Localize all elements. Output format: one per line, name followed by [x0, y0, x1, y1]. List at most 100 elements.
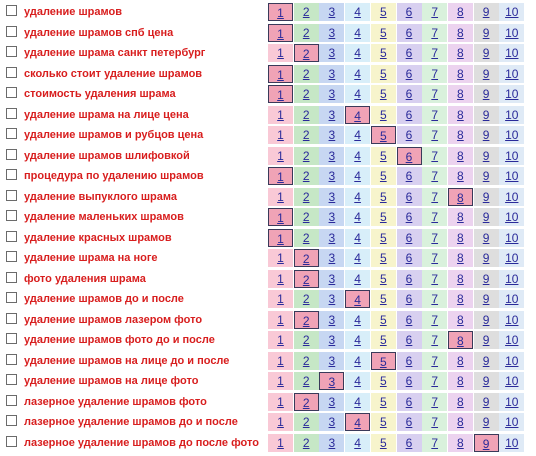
- position-link-4[interactable]: 4: [345, 3, 371, 21]
- position-link-1[interactable]: 1: [268, 85, 293, 103]
- position-link-7[interactable]: 7: [422, 208, 448, 226]
- keyword-checkbox[interactable]: [6, 333, 17, 344]
- position-link-7[interactable]: 7: [422, 187, 448, 206]
- position-link-9[interactable]: 9: [473, 228, 499, 247]
- position-link-3[interactable]: 3: [319, 249, 345, 267]
- position-link-4[interactable]: 4: [345, 310, 371, 329]
- keyword-checkbox[interactable]: [6, 230, 17, 242]
- position-link-7[interactable]: 7: [422, 44, 448, 62]
- position-link-1[interactable]: 1: [268, 249, 293, 267]
- position-link-3[interactable]: 3: [319, 331, 345, 349]
- position-link-9[interactable]: 9: [473, 208, 499, 226]
- position-link-1[interactable]: 1: [268, 433, 293, 452]
- position-link-9[interactable]: 9: [473, 433, 499, 452]
- position-link-6[interactable]: 6: [396, 167, 422, 185]
- position-link-2[interactable]: 2: [293, 290, 319, 308]
- position-link-4[interactable]: 4: [345, 290, 371, 308]
- position-link-10[interactable]: 10: [499, 372, 525, 390]
- position-link-2[interactable]: 2: [293, 44, 319, 62]
- position-link-1[interactable]: 1: [268, 208, 293, 226]
- position-link-4[interactable]: 4: [345, 208, 371, 226]
- position-link-7[interactable]: 7: [422, 290, 448, 308]
- keyword-checkbox[interactable]: [6, 394, 17, 406]
- position-link-4[interactable]: 4: [345, 44, 371, 62]
- position-link-3[interactable]: 3: [319, 208, 345, 226]
- position-link-1[interactable]: 1: [268, 269, 293, 288]
- position-link-5[interactable]: 5: [370, 290, 396, 308]
- position-link-5[interactable]: 5: [370, 187, 396, 206]
- position-link-3[interactable]: 3: [319, 3, 345, 21]
- position-link-10[interactable]: 10: [499, 44, 525, 62]
- position-link-4[interactable]: 4: [345, 23, 371, 42]
- position-link-8[interactable]: 8: [447, 23, 473, 42]
- position-link-5[interactable]: 5: [370, 249, 396, 267]
- position-link-5[interactable]: 5: [370, 85, 396, 103]
- keyword-checkbox[interactable]: [6, 107, 17, 119]
- position-link-2[interactable]: 2: [293, 187, 319, 206]
- position-link-10[interactable]: 10: [499, 146, 525, 165]
- position-link-1[interactable]: 1: [268, 310, 293, 329]
- position-link-2[interactable]: 2: [293, 3, 319, 21]
- position-link-3[interactable]: 3: [319, 187, 345, 206]
- position-link-1[interactable]: 1: [268, 167, 293, 185]
- position-link-1[interactable]: 1: [268, 105, 293, 124]
- position-link-8[interactable]: 8: [447, 187, 473, 206]
- keyword-checkbox[interactable]: [6, 5, 17, 16]
- position-link-8[interactable]: 8: [447, 413, 473, 431]
- position-link-8[interactable]: 8: [447, 167, 473, 185]
- position-link-4[interactable]: 4: [345, 433, 371, 452]
- position-link-5[interactable]: 5: [370, 351, 396, 370]
- position-link-3[interactable]: 3: [319, 126, 345, 144]
- keyword-checkbox[interactable]: [6, 292, 17, 303]
- position-link-2[interactable]: 2: [293, 392, 319, 411]
- position-link-2[interactable]: 2: [293, 310, 319, 329]
- position-link-8[interactable]: 8: [447, 269, 473, 288]
- position-link-4[interactable]: 4: [345, 146, 371, 165]
- position-link-6[interactable]: 6: [396, 351, 422, 370]
- position-link-7[interactable]: 7: [422, 23, 448, 42]
- position-link-9[interactable]: 9: [473, 187, 499, 206]
- position-link-1[interactable]: 1: [268, 3, 293, 21]
- position-link-10[interactable]: 10: [499, 126, 525, 144]
- position-link-4[interactable]: 4: [345, 228, 371, 247]
- position-link-8[interactable]: 8: [447, 372, 473, 390]
- position-link-5[interactable]: 5: [370, 228, 396, 247]
- position-link-10[interactable]: 10: [499, 208, 525, 226]
- keyword-checkbox[interactable]: [6, 87, 17, 98]
- position-link-7[interactable]: 7: [422, 331, 448, 349]
- position-link-9[interactable]: 9: [473, 310, 499, 329]
- position-link-6[interactable]: 6: [396, 126, 422, 144]
- position-link-4[interactable]: 4: [345, 392, 371, 411]
- position-link-2[interactable]: 2: [293, 64, 319, 83]
- position-link-2[interactable]: 2: [293, 23, 319, 42]
- keyword-checkbox[interactable]: [6, 415, 17, 426]
- position-link-4[interactable]: 4: [345, 413, 371, 431]
- position-link-8[interactable]: 8: [447, 146, 473, 165]
- position-link-2[interactable]: 2: [293, 249, 319, 267]
- position-link-4[interactable]: 4: [345, 167, 371, 185]
- position-link-10[interactable]: 10: [499, 392, 525, 411]
- position-link-6[interactable]: 6: [396, 85, 422, 103]
- position-link-9[interactable]: 9: [473, 392, 499, 411]
- position-link-10[interactable]: 10: [499, 331, 525, 349]
- position-link-3[interactable]: 3: [319, 310, 345, 329]
- position-link-10[interactable]: 10: [499, 167, 525, 185]
- position-link-9[interactable]: 9: [473, 331, 499, 349]
- position-link-3[interactable]: 3: [319, 146, 345, 165]
- keyword-checkbox[interactable]: [6, 169, 17, 180]
- position-link-4[interactable]: 4: [345, 64, 371, 83]
- position-link-10[interactable]: 10: [499, 85, 525, 103]
- position-link-10[interactable]: 10: [499, 413, 525, 431]
- position-link-1[interactable]: 1: [268, 146, 293, 165]
- position-link-6[interactable]: 6: [396, 228, 422, 247]
- position-link-8[interactable]: 8: [447, 228, 473, 247]
- position-link-8[interactable]: 8: [447, 105, 473, 124]
- position-link-1[interactable]: 1: [268, 392, 293, 411]
- position-link-5[interactable]: 5: [370, 105, 396, 124]
- position-link-9[interactable]: 9: [473, 290, 499, 308]
- position-link-5[interactable]: 5: [370, 126, 396, 144]
- position-link-7[interactable]: 7: [422, 64, 448, 83]
- position-link-8[interactable]: 8: [447, 44, 473, 62]
- position-link-1[interactable]: 1: [268, 228, 293, 247]
- position-link-4[interactable]: 4: [345, 351, 371, 370]
